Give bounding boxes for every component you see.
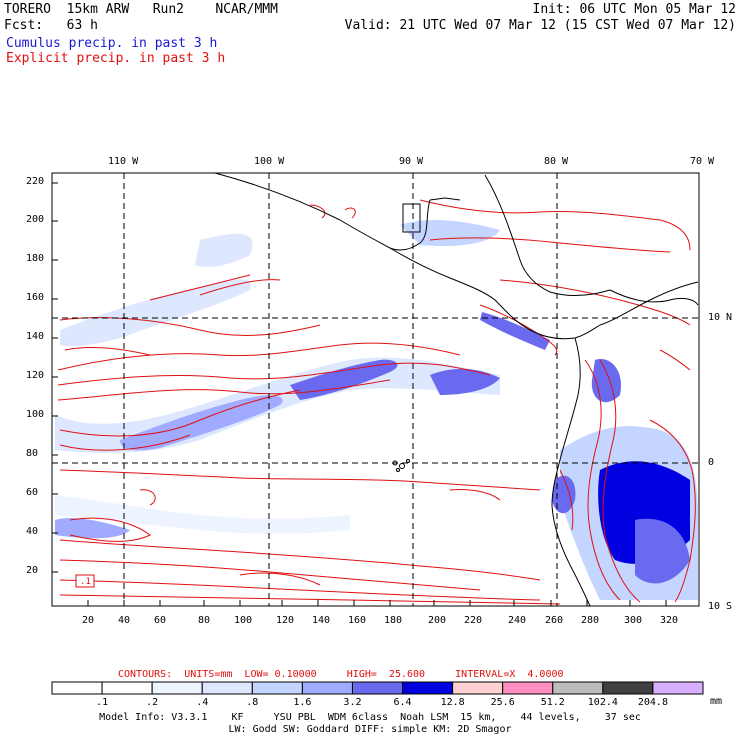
y-tick-200: 200: [26, 214, 45, 225]
x-tick-140: 140: [312, 615, 331, 626]
colorbar-cell: [351, 681, 404, 695]
colorbar-label: 51.2: [541, 697, 565, 708]
colorbar-cell: [502, 681, 554, 695]
colorbar-cell: [251, 681, 303, 695]
y-tick-120: 120: [26, 370, 45, 381]
x-tick-80: 80: [198, 615, 211, 626]
colorbar-label: 12.8: [441, 697, 465, 708]
x-tick-40: 40: [118, 615, 131, 626]
colorbar-cell: [402, 681, 454, 695]
x-tick-200: 200: [428, 615, 447, 626]
x-tick-240: 240: [508, 615, 527, 626]
y-tick-140: 140: [26, 331, 45, 342]
colorbar-label: 6.4: [394, 697, 412, 708]
x-tick-100: 100: [234, 615, 253, 626]
x-tick-120: 120: [276, 615, 295, 626]
graticule: [52, 173, 699, 606]
x-tick-260: 260: [545, 615, 564, 626]
field-label-explicit: Explicit precip. in past 3 h: [6, 51, 226, 66]
lon-label-80w: 80 W: [544, 156, 569, 167]
header-line1-left: TORERO 15km ARW Run2 NCAR/MMM: [4, 2, 278, 17]
colorbar-cell: [51, 681, 103, 695]
y-tick-60: 60: [26, 487, 39, 498]
colorbar-label: .8: [246, 697, 258, 708]
colorbar-cell: [452, 681, 504, 695]
contours-info: CONTOURS: UNITS=mm LOW= 0.10000 HIGH= 25…: [118, 669, 564, 680]
x-tick-300: 300: [624, 615, 643, 626]
y-tick-100: 100: [26, 409, 45, 420]
y-tick-220: 220: [26, 176, 45, 187]
colorbar-label: 204.8: [638, 697, 668, 708]
cumulus-precip-shading: [55, 220, 698, 600]
low-value-box: [75, 574, 95, 588]
lon-label-70w: 70 W: [690, 156, 715, 167]
header-line2-right: Valid: 21 UTC Wed 07 Mar 12 (15 CST Wed …: [344, 18, 736, 33]
colorbar-label: .1: [96, 697, 108, 708]
colorbar-label: 1.6: [293, 697, 311, 708]
colorbar-cell: [151, 681, 203, 695]
y-tick-180: 180: [26, 253, 45, 264]
low-value-box-label: .1: [80, 577, 91, 587]
colorbar-label: .4: [196, 697, 208, 708]
colorbar-labels: .1 .2 .4 .8 1.6 3.2 6.4 12.8 25.6 51.2 102.4 204.8: [96, 697, 668, 708]
colorbar-cell: [602, 681, 654, 695]
x-tick-20: 20: [82, 615, 95, 626]
header-line1-right: Init: 06 UTC Mon 05 Mar 12: [532, 2, 737, 17]
x-tick-220: 220: [464, 615, 483, 626]
lat-label-10n: 10 N: [708, 312, 733, 323]
x-tick-320: 320: [660, 615, 679, 626]
y-tick-80: 80: [26, 448, 39, 459]
y-tick-40: 40: [26, 526, 39, 537]
colorbar-cells: [51, 681, 704, 695]
colorbar-label: 25.6: [491, 697, 515, 708]
colorbar-label: 3.2: [343, 697, 361, 708]
footer-model-info: Model Info: V3.3.1 KF YSU PBL WDM 6class…: [99, 712, 641, 723]
x-tick-60: 60: [154, 615, 167, 626]
x-tick-280: 280: [581, 615, 600, 626]
y-tick-160: 160: [26, 292, 45, 303]
lon-label-100w: 100 W: [254, 156, 285, 167]
colorbar-cell: [552, 681, 604, 695]
colorbar-cell: [301, 681, 353, 695]
footer-physics-info: LW: Godd SW: Goddard DIFF: simple KM: 2D…: [228, 724, 512, 735]
colorbar-unit: mm: [710, 696, 723, 707]
x-tick-160: 160: [348, 615, 367, 626]
explicit-precip-contours: [57, 199, 696, 605]
colorbar-cell: [101, 681, 153, 695]
colorbar-cell: [201, 681, 253, 695]
x-tick-180: 180: [384, 615, 403, 626]
lat-label-10s: 10 S: [708, 601, 733, 612]
header-line2-left: Fcst: 63 h: [4, 18, 98, 33]
colorbar-label: .2: [146, 697, 158, 708]
lon-label-110w: 110 W: [108, 156, 139, 167]
colorbar-cell: [652, 681, 704, 695]
coastlines: [214, 173, 699, 606]
map-frame: [51, 172, 700, 607]
colorbar-label: 102.4: [588, 697, 618, 708]
lon-label-90w: 90 W: [399, 156, 424, 167]
tick-marks: [52, 182, 667, 606]
field-label-cumulus: Cumulus precip. in past 3 h: [6, 36, 218, 51]
y-tick-20: 20: [26, 565, 39, 576]
lat-label-0: 0: [708, 457, 715, 468]
